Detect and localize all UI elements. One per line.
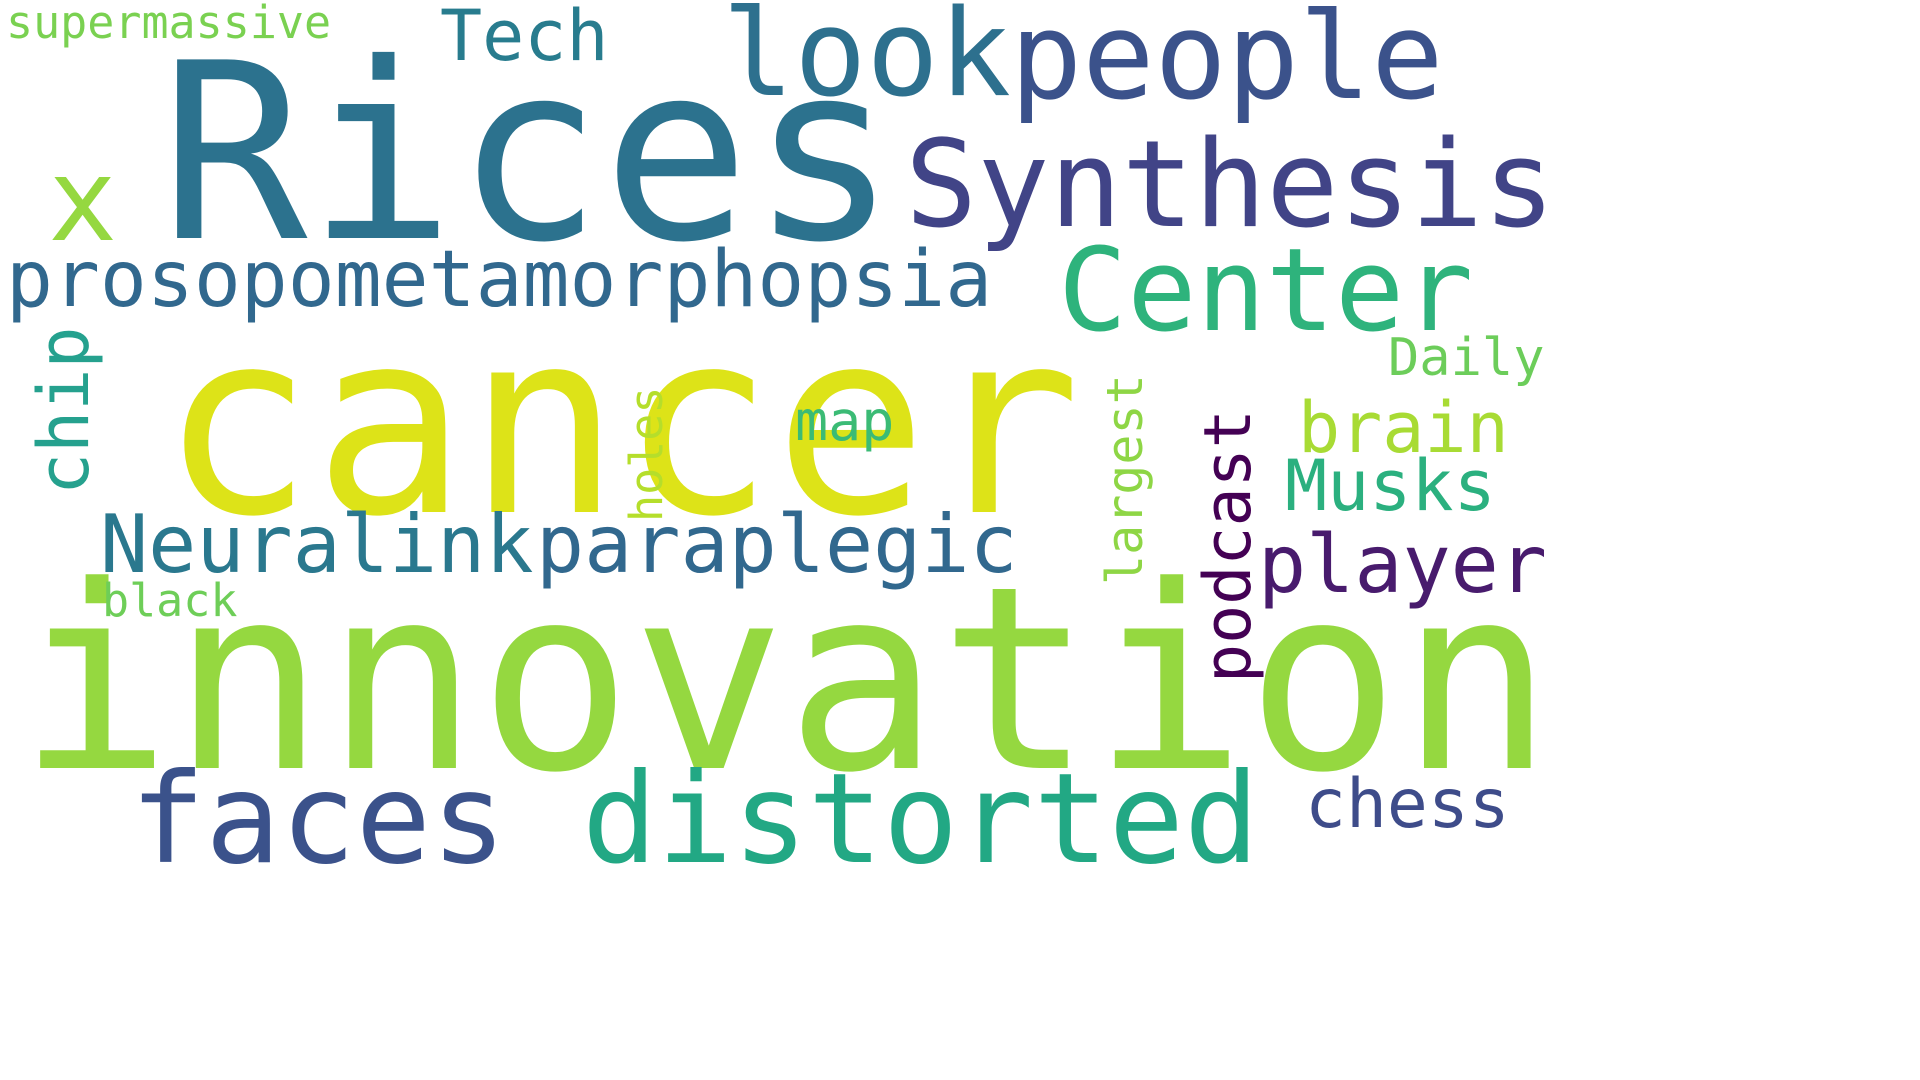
word-paraplegic: paraplegic	[536, 498, 1018, 591]
word-x: x	[48, 134, 117, 268]
word-map: map	[795, 389, 894, 453]
word-faces: faces	[130, 747, 506, 882]
word-neuralink: Neuralink	[100, 498, 533, 591]
word-cloud: cancer innovation Rices look people Synt…	[0, 0, 1568, 882]
word-daily: Daily	[1388, 328, 1545, 388]
word-holes: holes	[620, 387, 673, 522]
cloud-background	[0, 0, 1568, 882]
word-cancer: cancer	[160, 276, 1081, 573]
word-people: people	[1010, 0, 1443, 127]
word-musks: Musks	[1285, 445, 1496, 527]
word-center: Center	[1058, 224, 1473, 358]
word-player: player	[1258, 518, 1547, 611]
word-synthesis: Synthesis	[905, 116, 1555, 255]
word-largest: largest	[1096, 374, 1154, 585]
word-supermassive: supermassive	[6, 0, 331, 49]
word-tech: Tech	[440, 0, 609, 77]
word-distorted: distorted	[582, 747, 1259, 882]
word-prosopometamorphopsia: prosopometamorphopsia	[6, 235, 992, 325]
word-innovation: innovation	[18, 532, 1553, 829]
word-rices: Rices	[160, 11, 898, 296]
word-brain: brain	[1298, 387, 1509, 469]
word-podcast: podcast	[1191, 409, 1266, 683]
word-black: black	[102, 574, 237, 627]
word-chess: chess	[1305, 765, 1510, 844]
word-chip: chip	[23, 326, 105, 495]
word-look: look	[722, 0, 1011, 124]
